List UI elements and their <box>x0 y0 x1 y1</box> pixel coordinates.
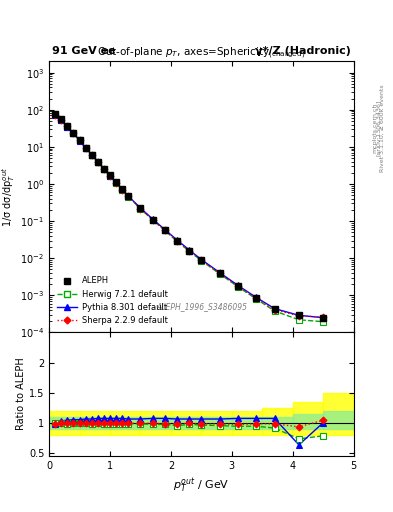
Y-axis label: 1/σ dσ/dp$_{T}^{out}$: 1/σ dσ/dp$_{T}^{out}$ <box>0 167 17 227</box>
X-axis label: $p_T^{out}$ / GeV: $p_T^{out}$ / GeV <box>173 476 230 495</box>
Text: γ*/Z (Hadronic): γ*/Z (Hadronic) <box>255 46 351 56</box>
Text: [arXiv:1306.3436]: [arXiv:1306.3436] <box>376 100 381 156</box>
Title: Out-of-plane $p_T$, axes=Sphericity$_\mathregular{(charged)}$: Out-of-plane $p_T$, axes=Sphericity$_\ma… <box>97 46 305 61</box>
Text: 91 GeV ee: 91 GeV ee <box>52 46 116 56</box>
Text: Rivet 3.1.10, ≥ 600k events: Rivet 3.1.10, ≥ 600k events <box>380 84 385 172</box>
Text: mcplots.cern.ch: mcplots.cern.ch <box>372 103 377 153</box>
Legend: ALEPH, Herwig 7.2.1 default, Pythia 8.301 default, Sherpa 2.2.9 default: ALEPH, Herwig 7.2.1 default, Pythia 8.30… <box>53 273 171 328</box>
Y-axis label: Ratio to ALEPH: Ratio to ALEPH <box>16 358 26 431</box>
Text: ALEPH_1996_S3486095: ALEPH_1996_S3486095 <box>156 302 247 311</box>
